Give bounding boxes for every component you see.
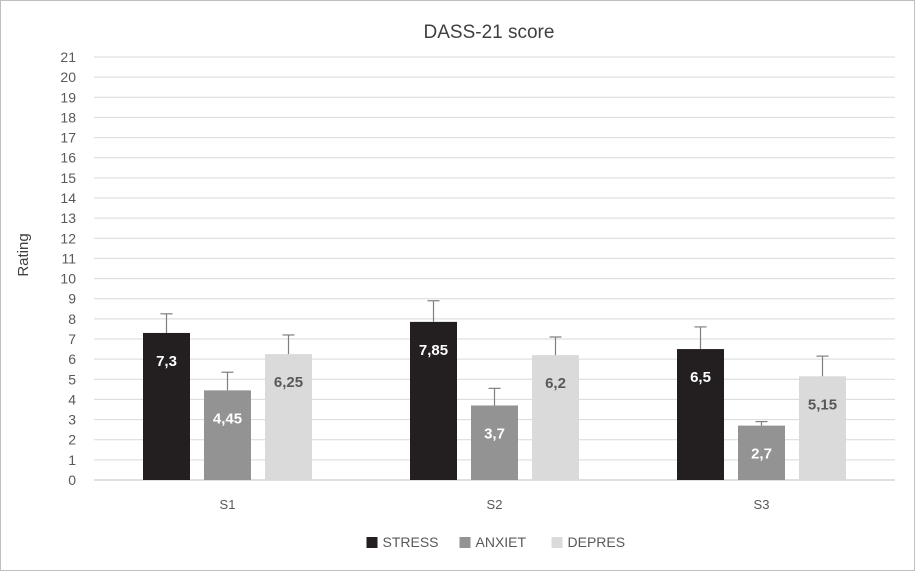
y-tick-label: 15 [60, 170, 76, 186]
y-tick-label: 8 [68, 311, 76, 327]
bar-anxiet-s3 [738, 425, 785, 480]
y-tick-label: 4 [68, 391, 76, 407]
data-label: 5,15 [808, 396, 837, 413]
y-tick-label: 1 [68, 452, 76, 468]
bar-group [143, 321, 846, 480]
data-label: 6,25 [274, 374, 303, 391]
legend-swatch [366, 537, 378, 548]
data-labels: 7,3 4,45 6,25 7,85 3,7 6,2 6,5 2,7 5,15 [156, 342, 837, 463]
y-tick-label: 16 [60, 150, 76, 166]
y-tick-label: 18 [60, 109, 76, 125]
data-label: 7,85 [419, 342, 448, 359]
x-axis-ticks: S1 S2 S3 [220, 497, 770, 512]
bar-stress-s1 [143, 332, 190, 480]
y-tick-label: 3 [68, 412, 76, 428]
legend-label: DEPRES [568, 534, 626, 550]
y-axis-label: Rating [15, 233, 32, 276]
y-tick-label: 21 [60, 49, 76, 65]
data-label: 3,7 [484, 425, 505, 442]
legend: STRESS ANXIET DEPRES [366, 534, 626, 550]
x-tick-label: S3 [754, 497, 770, 512]
y-tick-label: 5 [68, 371, 76, 387]
legend-swatch [551, 537, 563, 548]
y-tick-label: 20 [60, 69, 76, 85]
data-label: 6,2 [545, 375, 566, 392]
data-label: 6,5 [690, 369, 711, 386]
y-tick-label: 17 [60, 130, 76, 146]
y-tick-label: 11 [61, 250, 76, 266]
y-tick-label: 9 [68, 291, 76, 307]
legend-label: STRESS [383, 534, 439, 550]
y-tick-label: 6 [68, 351, 76, 367]
y-tick-label: 0 [68, 472, 76, 488]
bar-depres-s1 [265, 354, 312, 480]
y-tick-label: 13 [60, 210, 76, 226]
x-tick-label: S1 [220, 497, 236, 512]
y-tick-label: 2 [68, 432, 76, 448]
bar-depres-s3 [799, 376, 846, 480]
y-tick-label: 7 [68, 331, 76, 347]
bar-anxiet-s2 [471, 405, 518, 480]
chart-title: DASS-21 score [424, 22, 555, 43]
data-label: 7,3 [156, 353, 177, 370]
bar-stress-s2 [410, 321, 457, 480]
legend-swatch [459, 537, 471, 548]
y-tick-label: 14 [60, 190, 76, 206]
legend-label: ANXIET [476, 534, 527, 550]
data-label: 2,7 [751, 446, 772, 463]
bar-stress-s3 [677, 349, 724, 480]
y-tick-label: 10 [60, 271, 76, 287]
x-tick-label: S2 [487, 497, 503, 512]
error-bars [160, 300, 829, 426]
bar-anxiet-s1 [204, 390, 251, 480]
y-tick-label: 12 [60, 230, 76, 246]
data-label: 4,45 [213, 410, 242, 427]
y-tick-label: 19 [60, 89, 76, 105]
bar-depres-s2 [532, 355, 579, 480]
